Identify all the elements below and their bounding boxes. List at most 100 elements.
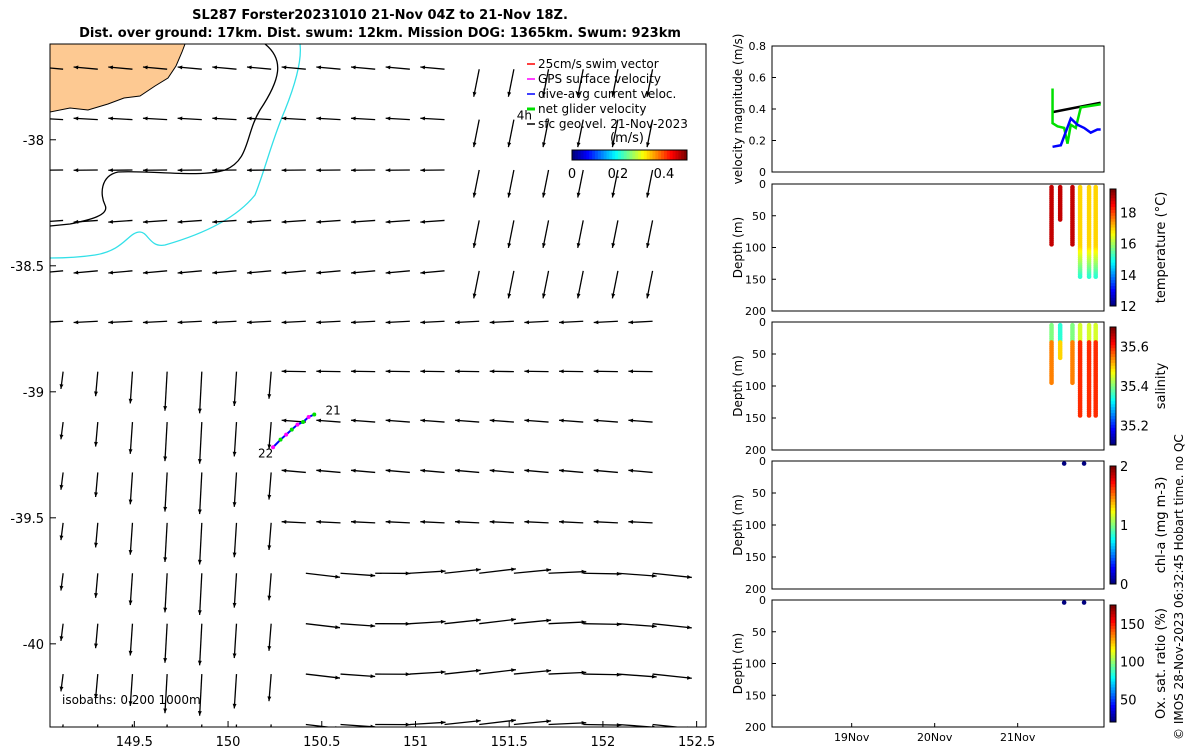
vector-arrowhead bbox=[405, 571, 411, 576]
vector-arrowhead bbox=[142, 219, 148, 224]
glider-track bbox=[272, 413, 315, 448]
vector-arrowhead bbox=[440, 670, 446, 675]
velocity-vector bbox=[444, 619, 481, 625]
velocity-vector bbox=[542, 119, 550, 148]
section-colorbar-cell bbox=[1110, 510, 1116, 514]
vector-arrowhead bbox=[197, 711, 202, 716]
section-colorbar-cell bbox=[1110, 256, 1116, 260]
vector-arrowhead bbox=[420, 468, 426, 473]
depth-tick-label: 50 bbox=[752, 626, 766, 639]
map-colorbar-cell bbox=[641, 150, 645, 160]
vector-arrowhead bbox=[94, 693, 98, 699]
vector-arrowhead bbox=[546, 719, 552, 724]
vector-arrowhead bbox=[593, 369, 599, 374]
vector-arrowhead bbox=[335, 574, 340, 579]
time-tick-label: 20Nov bbox=[917, 731, 953, 744]
section-colorbar-cell bbox=[1110, 651, 1116, 656]
velocity-vector bbox=[233, 674, 238, 709]
vector-arrowhead bbox=[246, 116, 252, 121]
glider-track-point bbox=[295, 422, 300, 427]
section-colorbar-cell bbox=[1110, 719, 1116, 723]
vector-arrowhead bbox=[350, 320, 356, 325]
section-colorbar-cell bbox=[1110, 270, 1116, 275]
map-colorbar-tick: 0.2 bbox=[608, 167, 629, 182]
section-colorbar-cell bbox=[1110, 424, 1116, 428]
vector-arrowhead bbox=[687, 575, 692, 579]
vector-arrowhead bbox=[475, 668, 481, 673]
vector-arrowhead bbox=[142, 65, 148, 70]
vector-arrowhead bbox=[370, 623, 376, 628]
map-colorbar-cell bbox=[635, 150, 639, 160]
section-colorbar-tick: 0 bbox=[1120, 578, 1128, 593]
velocity-vector bbox=[409, 620, 446, 625]
velocity-vector bbox=[611, 69, 619, 97]
section-colorbar-cell bbox=[1110, 397, 1116, 402]
section-colorbar-tick: 18 bbox=[1120, 206, 1137, 221]
vector-arrowhead bbox=[316, 116, 322, 121]
vector-arrowhead bbox=[385, 168, 391, 173]
section-colorbar-cell bbox=[1110, 409, 1116, 414]
section-colorbar-cell bbox=[1110, 566, 1116, 570]
glider-track-point bbox=[284, 432, 289, 437]
vector-arrowhead bbox=[108, 65, 114, 70]
velocity-vector bbox=[233, 522, 238, 558]
section-colorbar-cell bbox=[1110, 533, 1116, 538]
legend-label: dive-avg current veloc. bbox=[538, 87, 676, 101]
velocity-vector bbox=[473, 169, 480, 198]
time-tick-label: 19Nov bbox=[834, 731, 870, 744]
velocity-vector bbox=[583, 623, 622, 625]
section-profile-point bbox=[1070, 242, 1075, 247]
velocity-vector bbox=[652, 572, 692, 579]
section-profile-point bbox=[1057, 217, 1063, 222]
section-colorbar-cell bbox=[1110, 480, 1116, 485]
vector-arrowhead bbox=[593, 468, 599, 473]
velocity-vector bbox=[513, 669, 552, 675]
section-colorbar-cell bbox=[1110, 209, 1116, 213]
section-colorbar-cell bbox=[1110, 710, 1116, 714]
map-colorbar-cell bbox=[643, 150, 648, 160]
vector-arrowhead bbox=[142, 270, 148, 275]
vector-arrowhead bbox=[440, 720, 446, 725]
section-colorbar-cell bbox=[1110, 645, 1116, 650]
x-tick-label: 150 bbox=[216, 735, 241, 750]
velocity-vector bbox=[198, 371, 203, 414]
y-tick-label: -39 bbox=[23, 386, 44, 401]
section-colorbar-label: temperature (°C) bbox=[1154, 192, 1169, 304]
vector-arrowhead bbox=[39, 117, 44, 121]
section-colorbar-cell bbox=[1110, 698, 1116, 703]
map-colorbar-label: (m/s) bbox=[610, 131, 644, 146]
velocity-vector bbox=[617, 623, 657, 628]
vector-arrowhead bbox=[73, 65, 79, 70]
velocity-vector bbox=[129, 522, 134, 555]
section-colorbar-tick: 16 bbox=[1120, 238, 1137, 253]
section-colorbar-cell bbox=[1110, 489, 1116, 494]
velocity-vector bbox=[548, 570, 587, 574]
map-colorbar-cell bbox=[603, 150, 607, 160]
section-panel-frame bbox=[771, 599, 1105, 728]
vector-arrowhead bbox=[197, 408, 202, 414]
section-colorbar-cell bbox=[1110, 282, 1116, 287]
section-colorbar-cell bbox=[1110, 368, 1116, 372]
vector-arrowhead bbox=[73, 116, 79, 121]
section-colorbar-cell bbox=[1110, 545, 1116, 550]
section-panel-frame bbox=[771, 183, 1105, 312]
velocity-vector bbox=[646, 119, 654, 148]
section-colorbar-cell bbox=[1110, 212, 1116, 216]
vector-arrowhead bbox=[94, 744, 98, 749]
vector-arrowhead bbox=[546, 618, 552, 623]
velocity-vector bbox=[201, 724, 203, 727]
map-colorbar-cell bbox=[577, 150, 582, 160]
legend-label: 25cm/s swim vector bbox=[538, 57, 659, 71]
depth-tick-label: 200 bbox=[745, 583, 766, 596]
section-colorbar-cell bbox=[1110, 663, 1116, 667]
section-colorbar-cell bbox=[1110, 648, 1116, 653]
vector-arrowhead bbox=[350, 116, 356, 121]
map-colorbar-cell bbox=[600, 150, 605, 160]
section-colorbar-cell bbox=[1110, 519, 1116, 523]
vector-arrowhead bbox=[267, 545, 272, 550]
vector-arrowhead bbox=[420, 418, 426, 423]
vector-arrowhead bbox=[524, 468, 530, 473]
vector-arrowhead bbox=[316, 168, 321, 173]
section-colorbar-cell bbox=[1110, 288, 1116, 292]
